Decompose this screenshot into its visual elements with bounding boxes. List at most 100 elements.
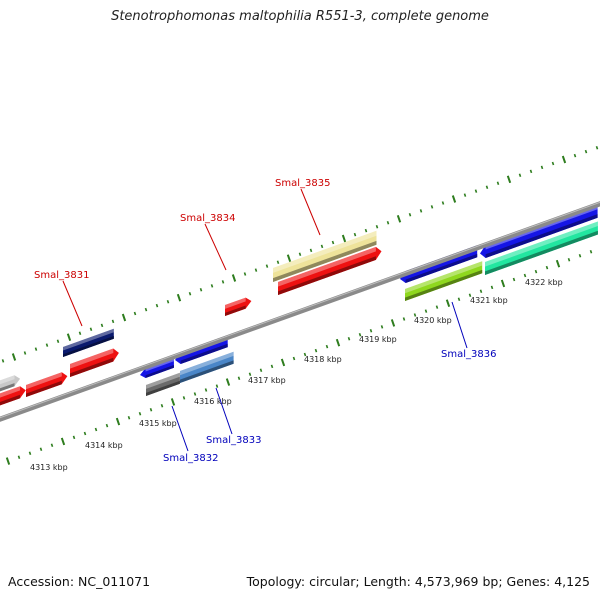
upper-scale-minor-tick bbox=[375, 224, 379, 229]
kbp-label-4317: 4317 kbp bbox=[248, 376, 286, 385]
feature-gray-lower-shadow bbox=[146, 380, 180, 396]
lower-scale-major-tick bbox=[445, 299, 451, 308]
upper-scale-minor-tick bbox=[551, 161, 555, 166]
upper-scale-minor-tick bbox=[485, 185, 489, 189]
lower-scale-minor-tick bbox=[545, 265, 549, 270]
upper-scale-minor-tick bbox=[166, 299, 170, 304]
lower-scale-minor-tick bbox=[160, 404, 164, 408]
feature-yellow-green-shadow bbox=[405, 269, 483, 301]
genome-summary-text: Topology: circular; Length: 4,573,969 bp… bbox=[246, 574, 590, 589]
upper-scale-minor-tick bbox=[276, 260, 280, 264]
lower-scale-minor-tick bbox=[369, 329, 373, 333]
lower-scale-minor-tick bbox=[347, 336, 351, 341]
scale-ticks bbox=[1, 145, 599, 465]
feature-red-upper-highlight bbox=[26, 372, 62, 390]
upper-scale-minor-tick bbox=[309, 248, 313, 253]
upper-scale-major-tick bbox=[396, 214, 402, 223]
feature-red-upper-highlight bbox=[225, 297, 246, 309]
upper-scale-minor-tick bbox=[584, 149, 588, 154]
lower-scale-minor-tick bbox=[149, 408, 153, 412]
lower-scale-minor-tick bbox=[193, 392, 197, 396]
upper-scale-minor-tick bbox=[518, 173, 522, 178]
feature-steel-blue-shadow bbox=[180, 360, 234, 383]
upper-scale-minor-tick bbox=[210, 284, 214, 288]
upper-scale-minor-tick bbox=[430, 205, 434, 209]
feature-red-upper-highlight bbox=[70, 348, 114, 369]
upper-scale-minor-tick bbox=[254, 268, 258, 272]
lower-scale-minor-tick bbox=[259, 368, 263, 373]
upper-scale-minor-tick bbox=[188, 292, 192, 296]
lower-scale-minor-tick bbox=[105, 423, 109, 428]
upper-scale-minor-tick bbox=[408, 213, 412, 217]
lower-scale-minor-tick bbox=[457, 297, 461, 301]
leader-smal-3836 bbox=[451, 301, 468, 349]
upper-scale-minor-tick bbox=[243, 272, 247, 276]
feature-aquamarine-highlight bbox=[485, 221, 598, 267]
lower-scale-minor-tick bbox=[215, 384, 219, 388]
feature-red-upper-shadow bbox=[225, 305, 246, 316]
lower-scale-minor-tick bbox=[204, 388, 208, 392]
lower-scale-minor-tick bbox=[578, 254, 582, 258]
gene-label-smal-3833: Smal_3833 bbox=[206, 435, 261, 446]
upper-scale-minor-tick bbox=[199, 288, 203, 292]
kbp-label-4314: 4314 kbp bbox=[85, 441, 123, 450]
lower-scale-minor-tick bbox=[490, 285, 494, 290]
lower-scale-minor-tick bbox=[127, 415, 131, 420]
feature-blue-upper bbox=[140, 357, 174, 378]
lower-scale-minor-tick bbox=[237, 376, 241, 380]
lower-scale-minor-tick bbox=[413, 313, 417, 317]
feature-red-upper-shadow bbox=[26, 380, 62, 397]
upper-scale-minor-tick bbox=[23, 351, 27, 355]
feature-yellow-green-highlight bbox=[405, 261, 483, 294]
lower-scale-minor-tick bbox=[314, 348, 318, 353]
upper-scale-minor-tick bbox=[265, 264, 269, 268]
gene-label-smal-3835: Smal_3835 bbox=[275, 178, 330, 189]
leader-smal-3834 bbox=[204, 223, 227, 271]
leader-smal-3831 bbox=[62, 280, 83, 327]
upper-scale-minor-tick bbox=[1, 359, 5, 363]
upper-scale-minor-tick bbox=[364, 228, 368, 233]
accession-text: Accession: NC_011071 bbox=[8, 574, 151, 589]
upper-scale-minor-tick bbox=[496, 181, 500, 185]
upper-scale-minor-tick bbox=[144, 307, 148, 312]
upper-scale-major-tick bbox=[286, 254, 292, 263]
lower-scale-minor-tick bbox=[358, 333, 362, 337]
upper-scale-minor-tick bbox=[111, 319, 115, 324]
lower-scale-minor-tick bbox=[248, 372, 252, 377]
feature-gray-lower-highlight bbox=[146, 372, 180, 389]
feature-blue-upper-shadow bbox=[180, 343, 228, 364]
kbp-label-4318: 4318 kbp bbox=[304, 355, 342, 364]
upper-scale-minor-tick bbox=[353, 232, 357, 237]
upper-scale-major-tick bbox=[451, 195, 457, 203]
upper-scale-minor-tick bbox=[540, 165, 544, 170]
lower-scale-minor-tick bbox=[94, 427, 98, 432]
upper-scale-minor-tick bbox=[573, 153, 577, 158]
genome-title: Stenotrophomonas maltophilia R551-3, com… bbox=[111, 9, 489, 24]
upper-scale-minor-tick bbox=[419, 209, 423, 213]
kbp-label-4321: 4321 kbp bbox=[470, 296, 508, 305]
upper-scale-major-tick bbox=[341, 234, 347, 243]
upper-scale-minor-tick bbox=[320, 244, 324, 249]
feature-pale-yellow-shadow bbox=[273, 240, 377, 282]
genome-backbone-highlight bbox=[0, 201, 600, 419]
lower-scale-major-tick bbox=[60, 437, 66, 446]
lower-scale-minor-tick bbox=[72, 435, 76, 440]
lower-scale-minor-tick bbox=[567, 257, 571, 262]
lower-scale-minor-tick bbox=[28, 451, 32, 455]
kbp-label-4322: 4322 kbp bbox=[525, 278, 563, 287]
lower-scale-major-tick bbox=[335, 338, 341, 347]
kbp-label-4313: 4313 kbp bbox=[30, 463, 68, 472]
feature-red-upper-highlight bbox=[278, 246, 376, 287]
upper-scale-major-tick bbox=[11, 353, 17, 361]
upper-scale-minor-tick bbox=[89, 327, 93, 332]
feature-blue-upper-shadow bbox=[405, 253, 478, 283]
upper-scale-major-tick bbox=[231, 274, 237, 282]
feature-aquamarine-shadow bbox=[485, 230, 598, 275]
leader-smal-3833 bbox=[215, 387, 233, 435]
gene-label-smal-3836: Smal_3836 bbox=[441, 349, 496, 360]
upper-scale-major-tick bbox=[506, 175, 512, 184]
lower-scale-minor-tick bbox=[270, 364, 274, 369]
lower-scale-minor-tick bbox=[479, 289, 483, 294]
upper-scale-major-tick bbox=[121, 313, 127, 322]
feature-steel-blue-highlight bbox=[180, 351, 234, 376]
